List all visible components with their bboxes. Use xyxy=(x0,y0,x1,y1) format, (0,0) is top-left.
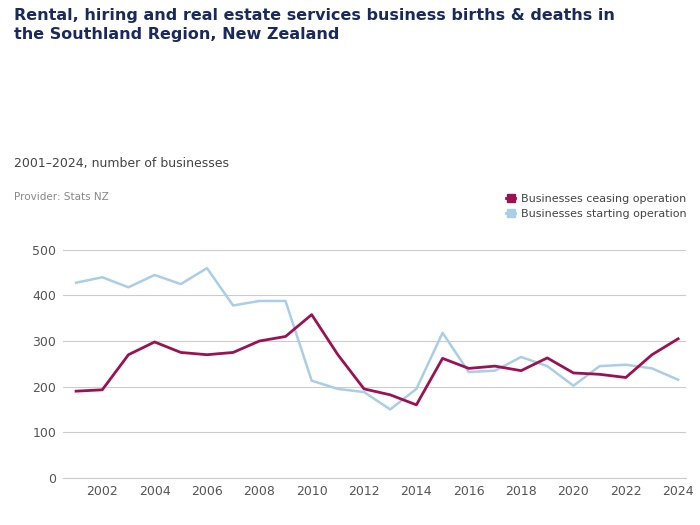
Text: 2001–2024, number of businesses: 2001–2024, number of businesses xyxy=(14,158,229,171)
Text: Provider: Stats NZ: Provider: Stats NZ xyxy=(14,192,108,202)
Legend: Businesses ceasing operation, Businesses starting operation: Businesses ceasing operation, Businesses… xyxy=(502,190,691,224)
Text: Rental, hiring and real estate services business births & deaths in
the Southlan: Rental, hiring and real estate services … xyxy=(14,8,615,42)
Text: figure.nz: figure.nz xyxy=(573,27,657,44)
